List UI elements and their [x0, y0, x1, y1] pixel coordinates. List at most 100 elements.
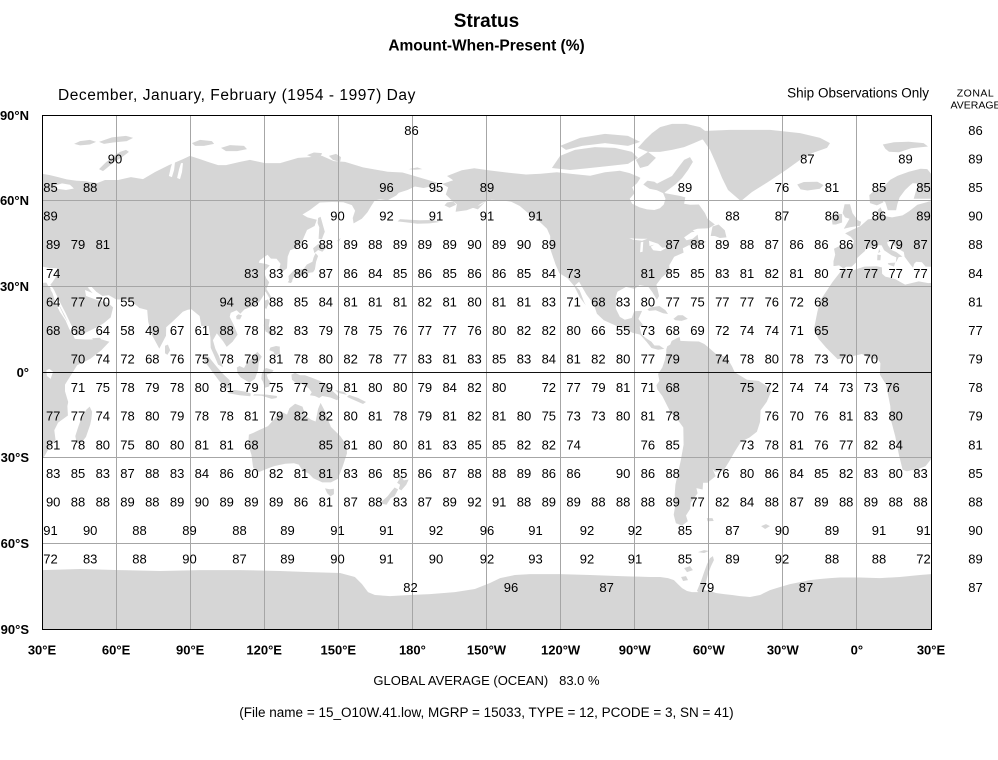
svg-text:81: 81 [219, 437, 233, 452]
svg-text:82: 82 [343, 352, 357, 367]
svg-text:88: 88 [517, 495, 531, 510]
svg-text:86: 86 [294, 495, 308, 510]
svg-text:74: 74 [96, 352, 110, 367]
svg-text:78: 78 [968, 380, 982, 395]
svg-text:66: 66 [591, 323, 605, 338]
svg-text:64: 64 [46, 294, 60, 309]
svg-text:86: 86 [872, 209, 886, 224]
svg-text:82: 82 [517, 437, 531, 452]
svg-text:77: 77 [393, 352, 407, 367]
svg-text:82: 82 [269, 466, 283, 481]
svg-text:81: 81 [566, 352, 580, 367]
svg-text:78: 78 [368, 352, 382, 367]
svg-text:89: 89 [678, 180, 692, 195]
svg-text:89: 89 [46, 237, 60, 252]
svg-text:76: 76 [393, 323, 407, 338]
svg-text:79: 79 [418, 380, 432, 395]
svg-text:85: 85 [814, 466, 828, 481]
svg-text:77: 77 [968, 323, 982, 338]
svg-text:78: 78 [71, 437, 85, 452]
svg-text:76: 76 [765, 294, 779, 309]
svg-text:80: 80 [467, 294, 481, 309]
svg-text:80: 80 [170, 437, 184, 452]
svg-text:79: 79 [319, 323, 333, 338]
svg-text:77: 77 [71, 294, 85, 309]
svg-text:84: 84 [368, 266, 382, 281]
svg-text:86: 86 [492, 266, 506, 281]
svg-text:86: 86 [467, 266, 481, 281]
svg-text:81: 81 [393, 294, 407, 309]
svg-text:80: 80 [393, 437, 407, 452]
svg-text:85: 85 [916, 180, 930, 195]
svg-text:85: 85 [665, 266, 679, 281]
svg-text:81: 81 [641, 409, 655, 424]
svg-text:81: 81 [789, 266, 803, 281]
svg-text:72: 72 [120, 352, 134, 367]
svg-text:82: 82 [542, 323, 556, 338]
svg-text:88: 88 [888, 495, 902, 510]
svg-text:68: 68 [71, 323, 85, 338]
svg-text:88: 88 [591, 495, 605, 510]
svg-text:75: 75 [269, 380, 283, 395]
svg-text:79: 79 [968, 409, 982, 424]
svg-text:82: 82 [269, 323, 283, 338]
svg-text:88: 88 [269, 294, 283, 309]
svg-text:30°E: 30°E [917, 643, 946, 658]
svg-text:86: 86 [343, 266, 357, 281]
svg-text:74: 74 [566, 437, 580, 452]
svg-text:79: 79 [319, 380, 333, 395]
svg-text:71: 71 [789, 323, 803, 338]
svg-text:89: 89 [715, 237, 729, 252]
svg-text:90: 90 [83, 523, 97, 538]
svg-text:80: 80 [641, 294, 655, 309]
svg-text:76: 76 [641, 437, 655, 452]
svg-text:84: 84 [542, 266, 556, 281]
svg-text:90: 90 [330, 552, 344, 567]
svg-text:82: 82 [467, 409, 481, 424]
svg-text:49: 49 [145, 323, 159, 338]
svg-text:76: 76 [814, 409, 828, 424]
svg-text:89: 89 [182, 523, 196, 538]
svg-text:68: 68 [46, 323, 60, 338]
svg-text:88: 88 [968, 237, 982, 252]
svg-text:86: 86 [219, 466, 233, 481]
svg-text:82: 82 [542, 437, 556, 452]
svg-text:89: 89 [280, 552, 294, 567]
svg-text:90: 90 [330, 209, 344, 224]
svg-text:88: 88 [368, 237, 382, 252]
svg-text:Stratus: Stratus [454, 11, 519, 32]
svg-text:90: 90 [968, 209, 982, 224]
svg-text:80: 80 [616, 409, 630, 424]
svg-text:86: 86 [418, 266, 432, 281]
svg-text:92: 92 [480, 552, 494, 567]
svg-text:90: 90 [467, 237, 481, 252]
svg-text:89: 89 [898, 152, 912, 167]
svg-text:85: 85 [665, 437, 679, 452]
svg-text:91: 91 [628, 552, 642, 567]
svg-text:88: 88 [765, 495, 779, 510]
svg-text:60°S: 60°S [1, 536, 30, 551]
svg-text:81: 81 [244, 409, 258, 424]
svg-text:77: 77 [418, 323, 432, 338]
svg-text:81: 81 [46, 437, 60, 452]
svg-text:83: 83 [294, 323, 308, 338]
svg-text:88: 88 [839, 495, 853, 510]
svg-text:91: 91 [429, 209, 443, 224]
svg-text:(File name = 15_O10W.41.low, M: (File name = 15_O10W.41.low, MGRP = 1503… [239, 705, 733, 720]
svg-text:81: 81 [442, 409, 456, 424]
svg-text:88: 88 [665, 466, 679, 481]
svg-text:89: 89 [480, 180, 494, 195]
svg-text:90: 90 [775, 523, 789, 538]
svg-text:86: 86 [418, 466, 432, 481]
svg-text:91: 91 [916, 523, 930, 538]
svg-text:91: 91 [330, 523, 344, 538]
svg-text:89: 89 [825, 523, 839, 538]
svg-text:81: 81 [442, 294, 456, 309]
svg-text:79: 79 [591, 380, 605, 395]
svg-text:86: 86 [825, 209, 839, 224]
svg-text:79: 79 [665, 352, 679, 367]
svg-text:85: 85 [678, 552, 692, 567]
svg-text:85: 85 [872, 180, 886, 195]
svg-text:80: 80 [319, 352, 333, 367]
svg-text:74: 74 [96, 409, 110, 424]
